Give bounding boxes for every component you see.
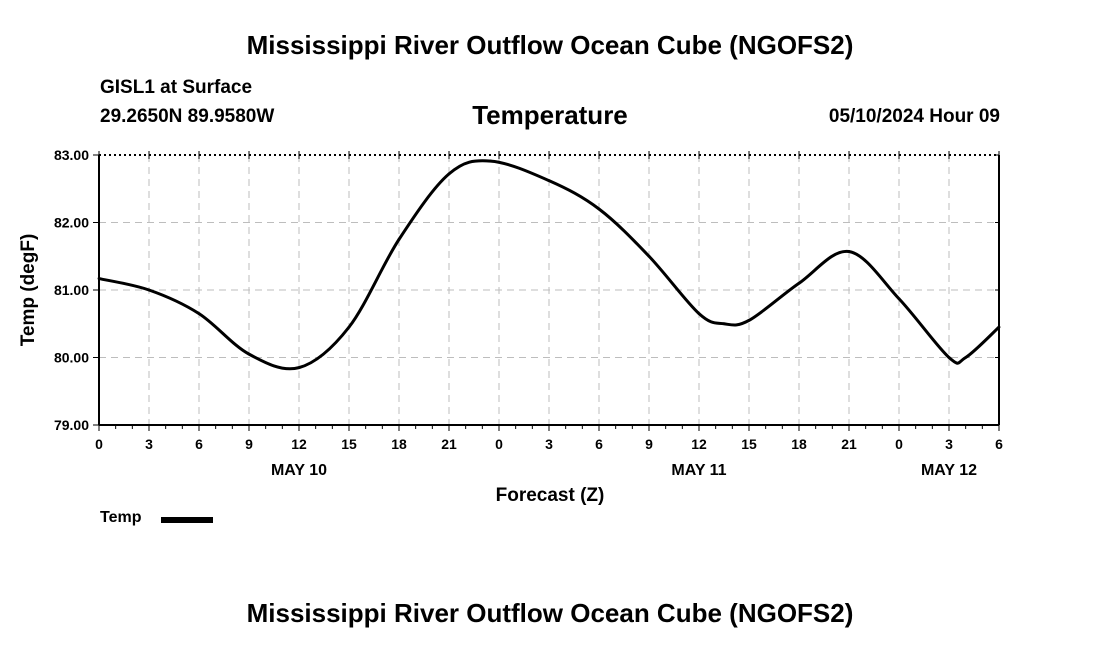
y-tick-label: 82.00 bbox=[54, 215, 89, 231]
x-date-label: MAY 12 bbox=[921, 462, 977, 479]
x-tick-label: 6 bbox=[595, 436, 603, 452]
data-point bbox=[997, 325, 1001, 329]
x-tick-label: 12 bbox=[291, 436, 307, 452]
x-tick-label: 9 bbox=[645, 436, 653, 452]
x-tick-label: 0 bbox=[95, 436, 103, 452]
x-tick-label: 18 bbox=[791, 436, 807, 452]
x-tick-label: 3 bbox=[545, 436, 553, 452]
x-date-label: MAY 11 bbox=[671, 462, 726, 479]
y-tick-label: 81.00 bbox=[54, 282, 89, 298]
x-date-label: MAY 10 bbox=[271, 462, 327, 479]
data-point bbox=[797, 281, 801, 285]
x-tick-label: 3 bbox=[145, 436, 153, 452]
data-point bbox=[247, 352, 251, 356]
chart-title: Mississippi River Outflow Ocean Cube (NG… bbox=[246, 30, 854, 60]
station-label: GISL1 at Surface bbox=[100, 77, 253, 98]
data-point bbox=[847, 250, 851, 253]
data-point bbox=[897, 297, 901, 301]
x-axis-title: Forecast (Z) bbox=[496, 485, 605, 506]
data-point bbox=[489, 159, 493, 163]
x-tick-label: 3 bbox=[945, 436, 953, 452]
data-point bbox=[147, 288, 151, 292]
data-point bbox=[397, 237, 401, 241]
y-axis-title: Temp (degF) bbox=[18, 234, 39, 347]
y-tick-label: 80.00 bbox=[54, 350, 89, 366]
x-tick-label: 21 bbox=[441, 436, 457, 452]
y-tick-label: 79.00 bbox=[54, 417, 89, 433]
data-point bbox=[297, 366, 301, 370]
data-point bbox=[197, 312, 201, 316]
data-point bbox=[697, 312, 701, 316]
x-tick-label: 18 bbox=[391, 436, 407, 452]
x-tick-label: 6 bbox=[195, 436, 203, 452]
data-point bbox=[547, 179, 551, 183]
data-point bbox=[597, 207, 601, 211]
x-tick-label: 9 bbox=[245, 436, 253, 452]
data-point bbox=[722, 322, 726, 326]
footer-title: Mississippi River Outflow Ocean Cube (NG… bbox=[246, 598, 854, 628]
data-point bbox=[347, 325, 351, 329]
x-tick-label: 15 bbox=[741, 436, 757, 452]
x-tick-label: 15 bbox=[341, 436, 357, 452]
forecast-datetime: 05/10/2024 Hour 09 bbox=[828, 106, 1000, 127]
data-point bbox=[964, 356, 968, 359]
station-coordinates: 29.2650N 89.9580W bbox=[100, 106, 275, 127]
legend-label: Temp bbox=[100, 509, 142, 526]
x-tick-label: 12 bbox=[691, 436, 707, 452]
data-point bbox=[747, 318, 751, 322]
y-tick-label: 83.00 bbox=[54, 147, 89, 163]
data-point bbox=[947, 356, 951, 359]
x-tick-label: 0 bbox=[895, 436, 903, 452]
variable-title: Temperature bbox=[472, 100, 628, 130]
legend-swatch bbox=[161, 517, 213, 523]
data-point bbox=[647, 254, 651, 258]
x-tick-label: 6 bbox=[995, 436, 1003, 452]
data-point bbox=[447, 172, 451, 176]
x-tick-label: 0 bbox=[495, 436, 503, 452]
data-point bbox=[97, 277, 101, 280]
x-tick-label: 21 bbox=[841, 436, 857, 452]
